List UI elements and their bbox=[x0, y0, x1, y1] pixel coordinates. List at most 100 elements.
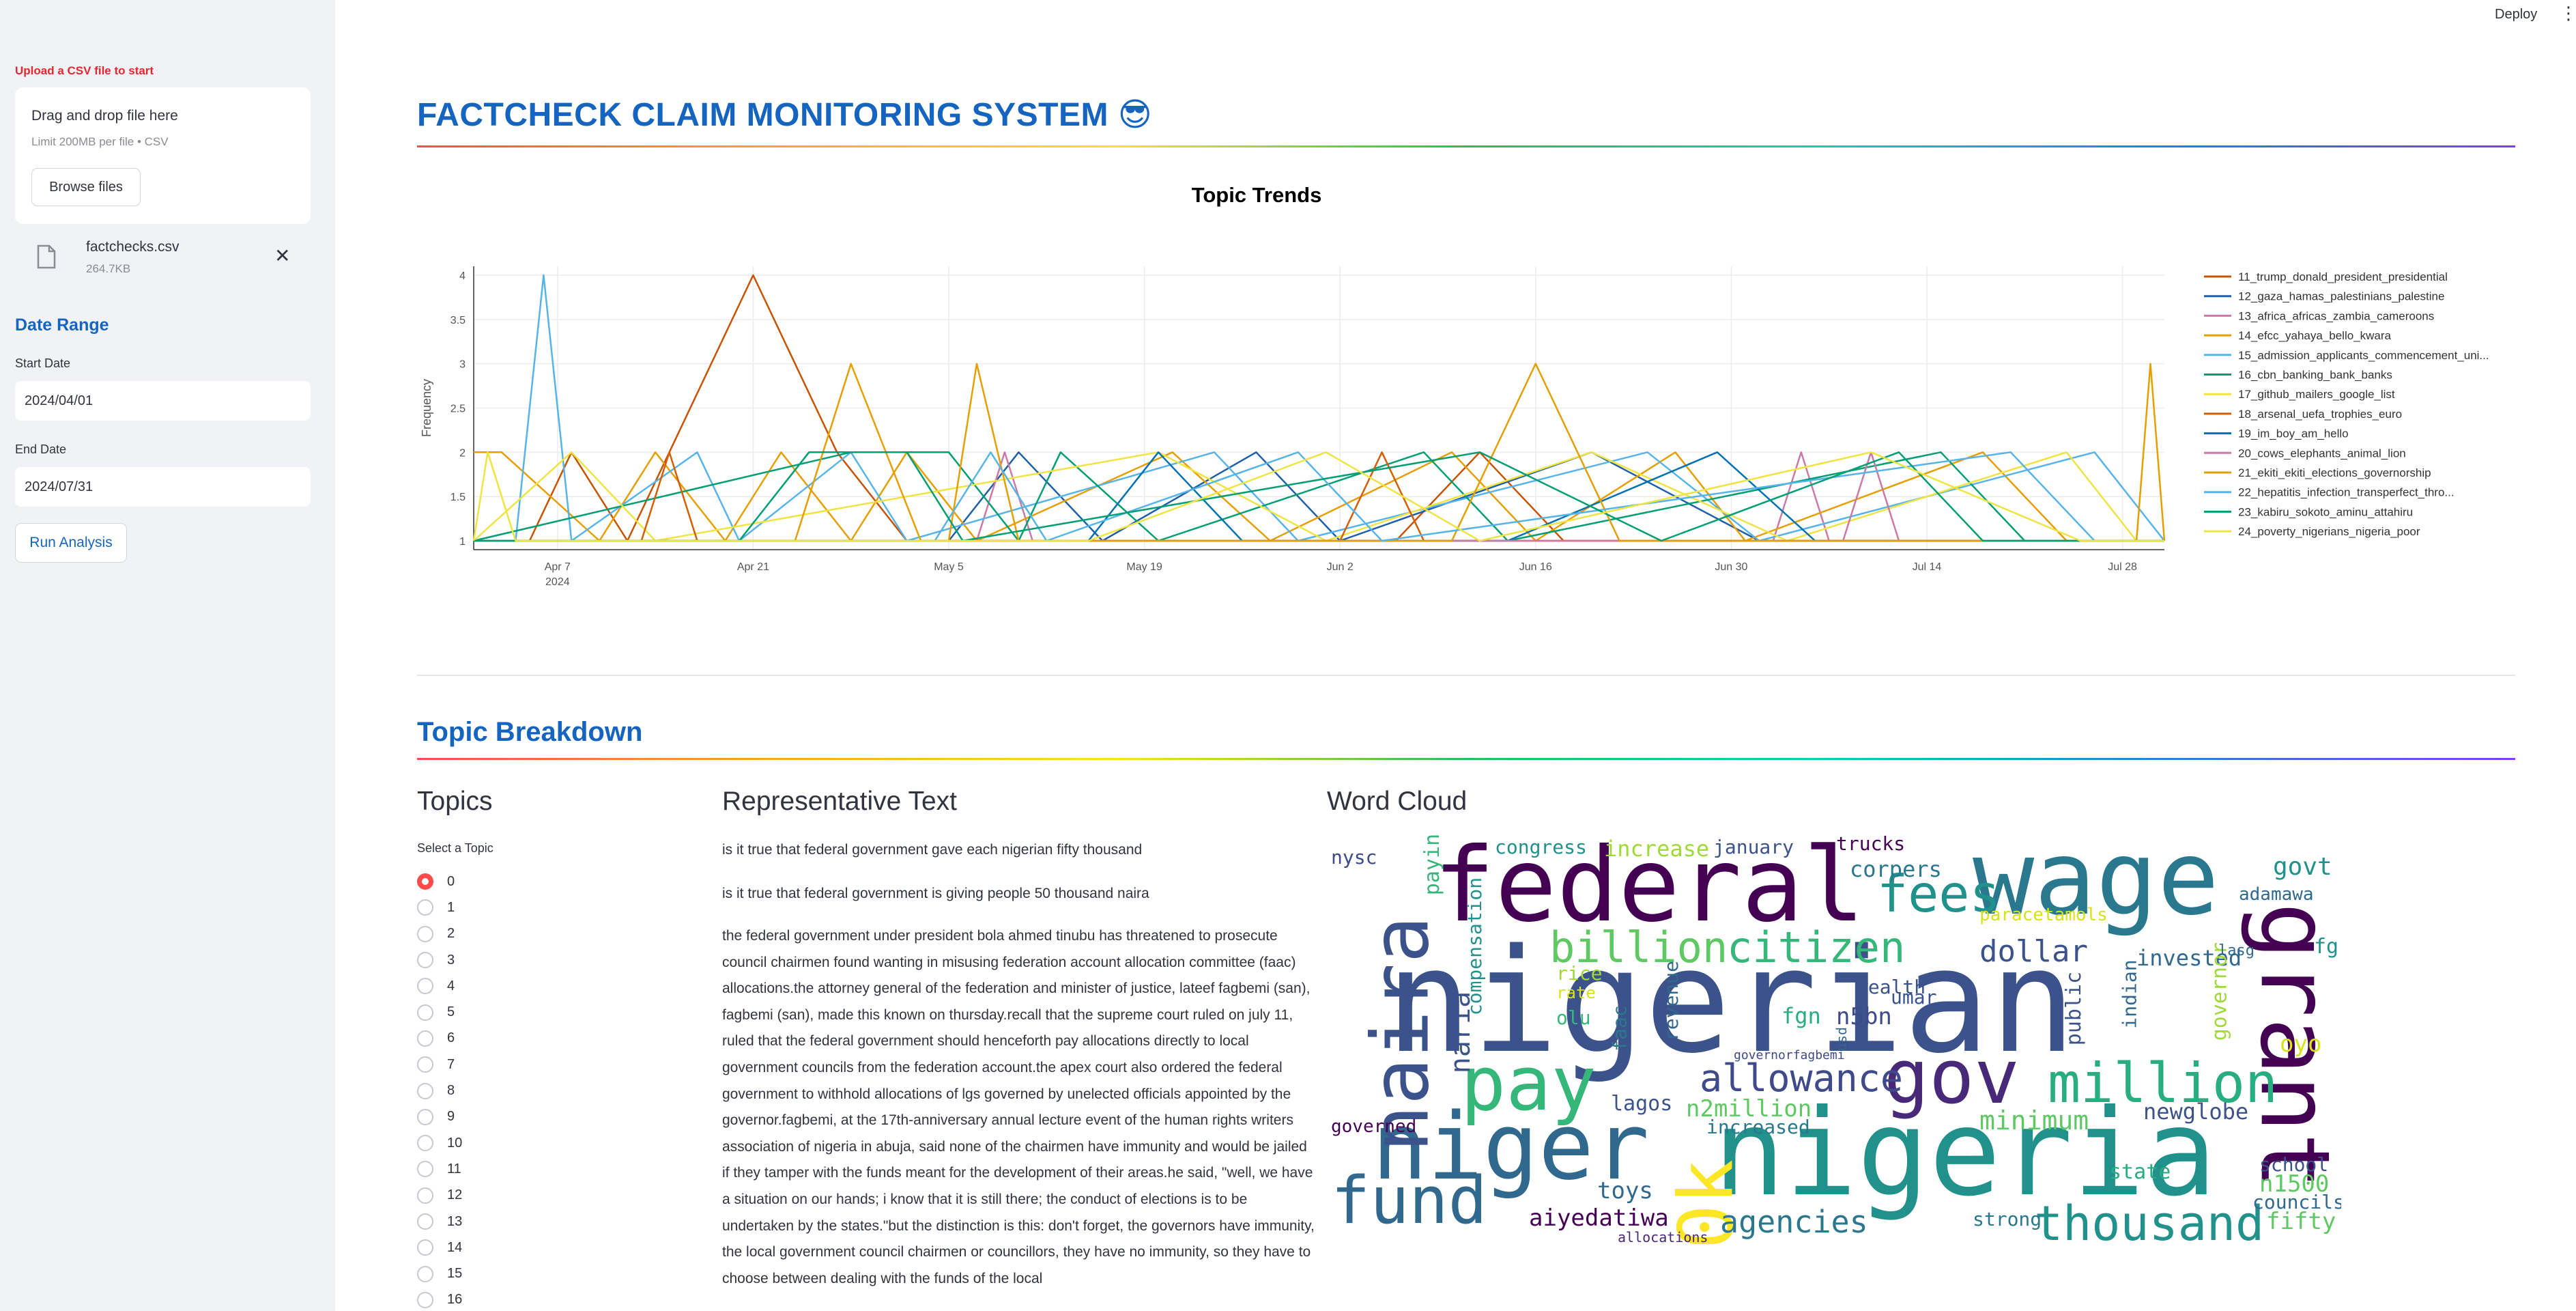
radio-circle-icon[interactable] bbox=[417, 1239, 433, 1256]
legend-entry: 24_poverty_nigerians_nigeria_poor bbox=[2238, 525, 2420, 538]
topic-radio-label: 6 bbox=[447, 1030, 455, 1046]
topic-radio-option[interactable]: 13 bbox=[417, 1209, 462, 1235]
representative-text-2: is it true that federal government is gi… bbox=[722, 886, 1149, 901]
dropzone-limit: Limit 200MB per file • CSV bbox=[31, 135, 169, 148]
series-line bbox=[472, 451, 2164, 542]
y-tick-label: 3.5 bbox=[450, 315, 466, 326]
topic-radio-option[interactable]: 6 bbox=[417, 1026, 462, 1052]
word-cloud: nigerian nigeria federal wage niger grant nair… bbox=[1331, 834, 2341, 1244]
x-tick-label: Jun 16 bbox=[1519, 561, 1552, 573]
topic-trends-chart: 1 1.5 2 2.5 3 3.5 4 Apr 7 2024 Apr 21 May 5 May 19 J… bbox=[417, 246, 2515, 601]
topics-heading: Topics bbox=[417, 787, 493, 816]
topic-radio-label: 2 bbox=[447, 926, 455, 942]
topic-radio-option[interactable]: 9 bbox=[417, 1104, 462, 1130]
x-tick-label: Jul 28 bbox=[2108, 561, 2137, 573]
x-tick-label: Apr 21 bbox=[737, 561, 769, 573]
topic-radio-label: 5 bbox=[447, 1004, 455, 1020]
word-cloud-word: toys bbox=[1597, 1177, 1653, 1204]
topic-radio-label: 13 bbox=[447, 1213, 463, 1229]
word-cloud-word: paracetamols bbox=[1979, 905, 2108, 925]
radio-circle-icon[interactable] bbox=[417, 978, 433, 995]
y-tick-label: 4 bbox=[459, 270, 466, 282]
topic-radio-label: 14 bbox=[447, 1239, 463, 1255]
word-cloud-word: paying bbox=[1420, 834, 1445, 896]
topic-radio-option[interactable]: 11 bbox=[417, 1156, 462, 1182]
radio-circle-icon[interactable] bbox=[417, 1030, 433, 1047]
word-cloud-word: nigeria bbox=[1713, 1084, 2217, 1223]
radio-circle-icon[interactable] bbox=[417, 952, 433, 969]
word-cloud-word: nigerian bbox=[1386, 918, 2076, 1085]
radio-circle-icon[interactable] bbox=[417, 1161, 433, 1178]
word-cloud-word: n2million bbox=[1686, 1095, 1812, 1123]
legend-entry: 16_cbn_banking_bank_banks bbox=[2238, 369, 2392, 382]
more-menu-icon[interactable]: ⋮ bbox=[2560, 3, 2576, 23]
radio-circle-icon[interactable] bbox=[417, 1187, 433, 1204]
topic-radio-option[interactable]: 14 bbox=[417, 1235, 462, 1260]
radio-circle-icon[interactable] bbox=[417, 1213, 433, 1230]
word-cloud-word: increased bbox=[1706, 1116, 1810, 1138]
word-cloud-word: olu bbox=[1556, 1006, 1591, 1029]
radio-circle-icon[interactable] bbox=[417, 873, 433, 890]
word-cloud-word: fgn bbox=[1781, 1003, 1821, 1029]
radio-circle-icon[interactable] bbox=[417, 1135, 433, 1152]
topic-radio-option[interactable]: 4 bbox=[417, 973, 462, 999]
word-cloud-word: trucks bbox=[1836, 834, 1906, 855]
topic-radio-option[interactable]: 12 bbox=[417, 1183, 462, 1209]
topic-radio-option[interactable]: 0 bbox=[417, 869, 462, 894]
radio-circle-icon[interactable] bbox=[417, 1056, 433, 1073]
browse-files-button[interactable]: Browse files bbox=[31, 168, 141, 206]
topic-radio-label: 0 bbox=[447, 873, 455, 889]
topic-radio-label: 1 bbox=[447, 899, 455, 915]
topic-radio-option[interactable]: 3 bbox=[417, 947, 462, 973]
end-date-label: End Date bbox=[15, 442, 67, 456]
topic-radio-option[interactable]: 16 bbox=[417, 1287, 462, 1311]
topic-radio-option[interactable]: 10 bbox=[417, 1130, 462, 1156]
word-cloud-word: minimum bbox=[1979, 1105, 2089, 1136]
representative-text-3: the federal government under president b… bbox=[722, 928, 1315, 1286]
word-cloud-word: n5bn bbox=[1836, 1003, 1892, 1030]
y-axis-label: Frequency bbox=[420, 379, 433, 437]
topic-radio-option[interactable]: 7 bbox=[417, 1052, 462, 1077]
end-date-input[interactable]: 2024/07/31 bbox=[15, 467, 311, 507]
series-line bbox=[474, 451, 2164, 542]
legend-entry: 11_trump_donald_president_presidential bbox=[2238, 270, 2448, 283]
start-date-label: Start Date bbox=[15, 356, 71, 370]
word-cloud-word: strong bbox=[1973, 1208, 2042, 1230]
word-cloud-word: agencies bbox=[1720, 1204, 1868, 1240]
close-icon[interactable]: ✕ bbox=[274, 245, 291, 266]
topic-radio-option[interactable]: 15 bbox=[417, 1260, 462, 1286]
radio-circle-icon[interactable] bbox=[417, 1265, 433, 1282]
word-cloud-word: allocations bbox=[1618, 1229, 1708, 1244]
chart-title: Topic Trends bbox=[1191, 183, 1322, 207]
radio-circle-icon[interactable] bbox=[417, 1291, 433, 1308]
y-tick-label: 1 bbox=[459, 536, 466, 548]
word-cloud-word: umar bbox=[1891, 986, 1937, 1009]
legend-entry: 15_admission_applicants_commencement_uni… bbox=[2238, 349, 2489, 362]
topic-radio-group[interactable]: 0 1 2 3 4 5 6 7 8 9 10 11 12 13 14 15 16 bbox=[417, 869, 462, 1311]
x-tick-label: Jun 2 bbox=[1327, 561, 1354, 573]
dropzone-title: Drag and drop file here bbox=[31, 108, 178, 124]
file-name: factchecks.csv bbox=[86, 239, 180, 255]
radio-circle-icon[interactable] bbox=[417, 925, 433, 942]
topic-radio-option[interactable]: 5 bbox=[417, 999, 462, 1025]
select-topic-label: Select a Topic bbox=[417, 841, 493, 855]
file-dropzone[interactable]: Drag and drop file here Limit 200MB per … bbox=[15, 87, 311, 224]
radio-circle-icon[interactable] bbox=[417, 899, 433, 916]
topic-radio-option[interactable]: 8 bbox=[417, 1077, 462, 1103]
topic-radio-option[interactable]: 1 bbox=[417, 894, 462, 920]
legend-entry: 19_im_boy_am_hello bbox=[2238, 427, 2349, 440]
word-cloud-word: fund bbox=[1331, 1164, 1487, 1239]
topic-radio-option[interactable]: 2 bbox=[417, 921, 462, 947]
deploy-button[interactable]: Deploy bbox=[2495, 7, 2538, 22]
radio-circle-icon[interactable] bbox=[417, 1108, 433, 1125]
y-tick-label: 2.5 bbox=[450, 404, 466, 415]
sidebar: Upload a CSV file to start Drag and drop… bbox=[0, 0, 335, 1311]
start-date-input[interactable]: 2024/04/01 bbox=[15, 381, 311, 421]
word-cloud-word: citizen bbox=[1727, 922, 1906, 972]
word-cloud-word: governorfagbemi bbox=[1734, 1048, 1845, 1062]
word-cloud-word: governed bbox=[1331, 1116, 1417, 1137]
topic-radio-label: 4 bbox=[447, 978, 455, 993]
run-analysis-button[interactable]: Run Analysis bbox=[15, 523, 127, 563]
radio-circle-icon[interactable] bbox=[417, 1082, 433, 1099]
radio-circle-icon[interactable] bbox=[417, 1004, 433, 1021]
